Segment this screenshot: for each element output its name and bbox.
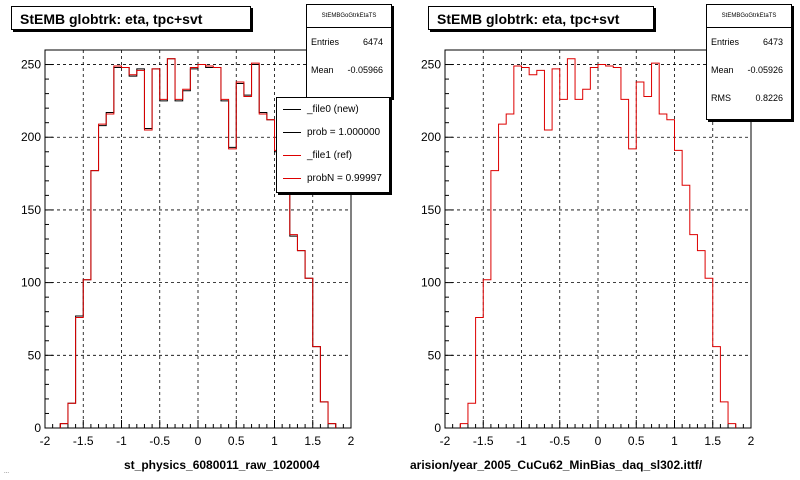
legend-label-ref: _file1 (ref) [307, 150, 353, 161]
left-series-ref [59, 58, 337, 428]
right-x-tick-label: 0.5 [628, 434, 645, 448]
left-y-tick-label: 50 [28, 348, 42, 362]
left-histogram-panel: -2 -1.5 -1 -0.5 0 0.5 1 1.5 2 0 50 100 150 200 250 StE… [11, 4, 392, 472]
legend-label-new: _file0 (new) [307, 104, 359, 115]
left-y-tick-label: 250 [21, 58, 41, 72]
right-x-tick-label: 2 [748, 434, 755, 448]
left-y-tick-label: 0 [34, 421, 41, 435]
left-x-axis-label: st_physics_6080011_raw_1020004 [124, 458, 320, 472]
right-x-tick-label: -0.5 [549, 434, 570, 448]
right-series-ref [459, 58, 737, 428]
footer-text: ... [4, 469, 10, 475]
legend-entry-ref: _file1 (ref) [277, 144, 389, 167]
legend-entry-probn: probN = 0.99997 [277, 167, 389, 190]
left-stats-mean-row: Mean -0.05966 [307, 56, 391, 84]
right-histogram-title: StEMB globtrk: eta, tpc+svt [428, 6, 654, 30]
right-x-tick-label: -1 [516, 434, 527, 448]
legend-swatch-new [283, 109, 301, 110]
right-stats-name: StEMBGoGtrkEtaTS [707, 5, 791, 28]
legend-entry-prob: prob = 1.000000 [277, 121, 389, 144]
left-histogram-title: StEMB globtrk: eta, tpc+svt [11, 6, 251, 30]
right-stats-entries-value: 6473 [762, 37, 783, 47]
legend-swatch-prob [283, 132, 301, 133]
left-x-tick-label: 0.5 [228, 434, 245, 448]
right-x-tick-label: 1.5 [704, 434, 721, 448]
right-x-axis-label: arision/year_2005_CuCu62_MinBias_daq_sl3… [410, 458, 703, 472]
legend-entry-new: _file0 (new) [277, 98, 389, 121]
left-x-tick-label: 2 [348, 434, 355, 448]
right-stats-mean-value: -0.05926 [747, 65, 783, 75]
left-x-tick-label: 0 [195, 434, 202, 448]
left-stats-entries-value: 6474 [362, 37, 383, 47]
left-x-tick-label: 1.5 [304, 434, 321, 448]
right-stats-rms-value: 0.8226 [755, 93, 783, 103]
right-y-tick-label: 200 [421, 130, 441, 144]
left-y-tick-label: 200 [21, 130, 41, 144]
left-histogram-plot: -2 -1.5 -1 -0.5 0 0.5 1 1.5 2 0 50 100 150 200 250 [21, 49, 355, 448]
left-y-tick-label: 150 [21, 203, 41, 217]
right-stats-mean-row: Mean -0.05926 [707, 56, 791, 84]
legend-swatch-ref [283, 155, 301, 156]
right-x-tick-label: 1 [671, 434, 678, 448]
right-y-tick-label: 150 [421, 203, 441, 217]
left-stats-mean-label: Mean [311, 65, 334, 75]
left-x-tick-label: 1 [271, 434, 278, 448]
legend-label-probn: probN = 0.99997 [307, 173, 382, 184]
right-y-tick-label: 100 [421, 276, 441, 290]
left-x-tick-label: -0.5 [149, 434, 170, 448]
right-y-tick-label: 250 [421, 58, 441, 72]
left-y-tick-label: 100 [21, 276, 41, 290]
right-stats-entries-label: Entries [711, 37, 740, 47]
left-legend: _file0 (new) prob = 1.000000 _file1 (ref… [276, 97, 390, 193]
right-stats-entries-row: Entries 6473 [707, 28, 791, 56]
left-stats-entries-label: Entries [311, 37, 340, 47]
left-stats-box: StEMBGoGtrkEtaTS Entries 6474 Mean -0.05… [306, 4, 392, 98]
right-x-tick-label: -2 [440, 434, 451, 448]
right-histogram-panel: -2 -1.5 -1 -0.5 0 0.5 1 1.5 2 0 50 100 150 200 250 StE… [400, 0, 800, 480]
right-x-tick-label: -1.5 [473, 434, 494, 448]
left-x-tick-label: -1.5 [73, 434, 94, 448]
left-stats-mean-value: -0.05966 [347, 65, 383, 75]
right-y-tick-label: 50 [428, 348, 442, 362]
legend-swatch-probn [283, 178, 301, 179]
right-x-tick-label: 0 [595, 434, 602, 448]
right-stats-mean-label: Mean [711, 65, 734, 75]
left-stats-entries-row: Entries 6474 [307, 28, 391, 56]
left-x-tick-label: -2 [40, 434, 51, 448]
legend-label-prob: prob = 1.000000 [307, 127, 381, 138]
right-stats-rms-label: RMS [711, 93, 731, 103]
right-stats-rms-row: RMS 0.8226 [707, 84, 791, 112]
right-y-tick-label: 0 [434, 421, 441, 435]
left-x-tick-label: -1 [116, 434, 127, 448]
left-stats-name: StEMBGoGtrkEtaTS [307, 5, 391, 28]
right-histogram-plot: -2 -1.5 -1 -0.5 0 0.5 1 1.5 2 0 50 100 150 200 250 [421, 49, 755, 448]
right-stats-box: StEMBGoGtrkEtaTS Entries 6473 Mean -0.05… [706, 4, 792, 120]
